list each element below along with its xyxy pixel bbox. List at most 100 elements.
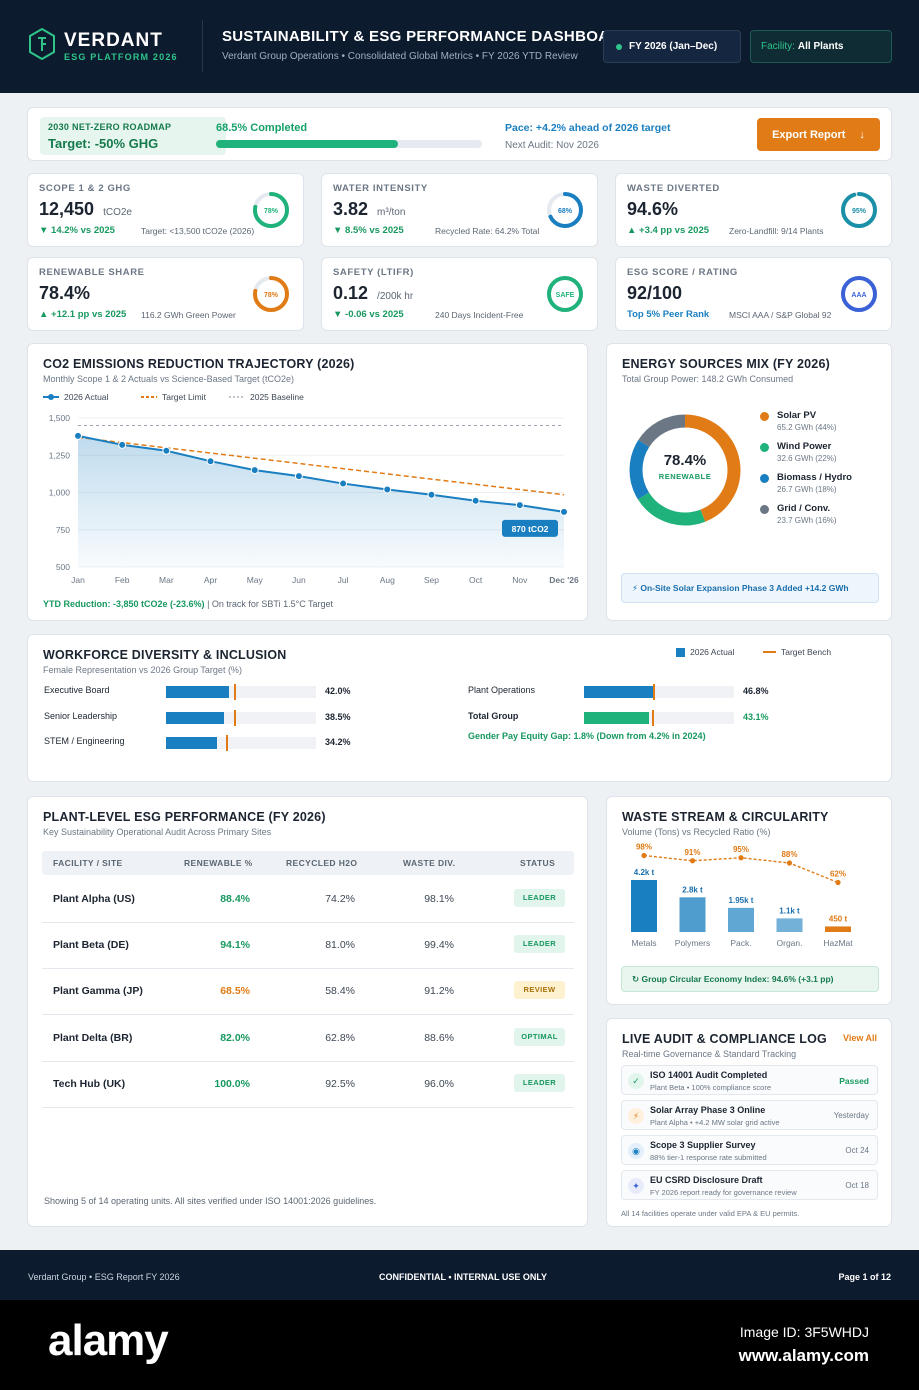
kpi-card[interactable]: WATER INTENSITY 3.82 m³/ton ▼ 8.5% vs 2025 R… — [321, 173, 598, 247]
actual-data-point[interactable] — [294, 472, 303, 481]
recycled-ratio-point[interactable] — [835, 879, 841, 886]
audit-log-item[interactable]: ✓ ISO 14001 Audit Completed Plant Beta • 1… — [621, 1065, 878, 1095]
plants-subtitle: Key Sustainability Operational Audit Acr… — [43, 827, 272, 837]
waste-volume-bar[interactable] — [776, 918, 803, 932]
actual-data-point[interactable] — [560, 507, 568, 516]
view-all-link[interactable]: View All — [842, 1033, 877, 1043]
actual-data-point[interactable] — [515, 501, 524, 510]
actual-data-point[interactable] — [74, 431, 82, 440]
kpi-card[interactable]: RENEWABLE SHARE 78.4% ▲ +12.1 pp vs 2025 11… — [27, 257, 304, 331]
audit-item-title: Scope 3 Supplier Survey — [650, 1140, 756, 1150]
actual-data-point[interactable] — [206, 457, 215, 466]
kpi-delta: ▲ +12.1 pp vs 2025 — [39, 309, 127, 320]
export-report-button[interactable]: Export Report ↓ — [757, 118, 880, 151]
energy-donut-chart — [629, 414, 741, 526]
donut-slice[interactable] — [629, 414, 741, 526]
workforce-bar-fill[interactable] — [166, 686, 229, 698]
facility-selector[interactable]: Facility: All Plants — [750, 30, 892, 63]
waste-category-label: Pack. — [730, 938, 751, 948]
page-title: SUSTAINABILITY & ESG PERFORMANCE DASHBOA… — [222, 28, 606, 45]
workforce-bar-fill[interactable] — [584, 686, 655, 698]
workforce-row-value: 43.1% — [743, 711, 769, 722]
legend-workforce-target-label: Target Bench — [781, 647, 832, 657]
workforce-bar-track — [584, 709, 734, 726]
audit-log-item[interactable]: ✦ EU CSRD Disclosure Draft FY 2026 report … — [621, 1170, 878, 1200]
waste-volume-bar[interactable] — [679, 897, 706, 932]
donut-slice[interactable] — [629, 414, 741, 526]
roadmap-label: 2030 NET-ZERO ROADMAP — [48, 122, 172, 132]
kpi-delta: ▼ -0.06 vs 2025 — [333, 309, 404, 320]
recycled-ratio-point[interactable] — [738, 855, 744, 861]
status-badge: LEADER — [514, 889, 565, 907]
y-tick-label: 500 — [56, 562, 70, 572]
table-row[interactable]: Plant Delta (BR) 82.0% 62.8% 88.6% OPTIMAL — [42, 1016, 574, 1062]
recycled-ratio-point[interactable] — [786, 860, 793, 866]
recycled-ratio-point[interactable] — [641, 852, 647, 859]
actual-data-point[interactable] — [427, 490, 436, 499]
bolt-icon: ⚡ — [628, 1108, 644, 1124]
status-badge: LEADER — [514, 935, 565, 954]
page-subtitle: Verdant Group Operations • Consolidated … — [222, 51, 578, 62]
kpi-label: WATER INTENSITY — [333, 183, 428, 194]
table-row[interactable]: Plant Gamma (JP) 68.5% 58.4% 91.2% REVIEW — [42, 969, 574, 1016]
kpi-note: 116.2 GWh Green Power — [141, 310, 236, 320]
y-tick-label: 1,500 — [49, 413, 71, 423]
table-row[interactable]: Plant Beta (DE) 94.1% 81.0% 99.4% LEADER — [42, 923, 574, 970]
kpi-card[interactable]: WASTE DIVERTED 94.6% ▲ +3.4 pp vs 2025 Zero… — [615, 173, 892, 247]
actual-data-point[interactable] — [471, 496, 480, 505]
workforce-row-label: STEM / Engineering — [44, 736, 125, 746]
co2-chart-subtitle: Monthly Scope 1 & 2 Actuals vs Science-B… — [43, 374, 294, 384]
ring-fill — [253, 276, 289, 312]
legend-actual-label: 2026 Actual — [64, 392, 109, 402]
workforce-row-label: Total Group — [468, 710, 519, 721]
brand-name: VERDANT — [64, 30, 163, 51]
recycled-water-value: 58.4% — [325, 985, 355, 998]
audit-log-item[interactable]: ⚡ Solar Array Phase 3 Online Plant Alpha •… — [621, 1100, 878, 1130]
waste-volume-bar[interactable] — [825, 926, 851, 932]
table-row[interactable]: Tech Hub (UK) 100.0% 92.5% 96.0% LEADER — [42, 1062, 574, 1108]
kpi-value-number: 78.4% — [39, 283, 91, 303]
period-selector[interactable]: FY 2026 (Jan–Dec) — [603, 30, 741, 63]
energy-legend-item: Grid / Conv. 23.7 GWh (16%) — [760, 503, 837, 525]
actual-data-point[interactable] — [118, 440, 127, 449]
kpi-label: WASTE DIVERTED — [627, 183, 720, 194]
kpi-card[interactable]: SCOPE 1 & 2 GHG 12,450 tCO2e ▼ 14.2% vs 202… — [27, 173, 304, 247]
kpi-card[interactable]: SAFETY (LTIFR) 0.12/200k hr ▼ -0.06 vs 202… — [321, 257, 598, 331]
page-footer: Verdant Group • ESG Report FY 2026 CONFI… — [0, 1250, 919, 1300]
footer-left: Verdant Group • ESG Report FY 2026 — [28, 1272, 180, 1282]
donut-slice[interactable] — [629, 414, 741, 526]
audit-item-meta: Yesterday — [833, 1111, 869, 1120]
legend-dot-icon — [760, 474, 769, 483]
table-row[interactable]: Plant Alpha (US) 88.4% 74.2% 98.1% LEADER — [42, 877, 574, 923]
kpi-card[interactable]: ESG SCORE / RATING 92/100 Top 5% Peer Rank… — [615, 257, 892, 331]
waste-volume-bar[interactable] — [631, 880, 657, 932]
x-tick-label: Apr — [204, 575, 217, 585]
audit-item-title: ISO 14001 Audit Completed — [650, 1070, 768, 1080]
actual-data-point[interactable] — [162, 446, 171, 455]
net-zero-roadmap-card: 2030 NET-ZERO ROADMAP Target: -50% GHG 6… — [27, 107, 892, 161]
kpi-unit: /200k hr — [377, 291, 414, 302]
workforce-bar-fill[interactable] — [166, 737, 218, 749]
workforce-bar-track — [166, 735, 316, 751]
actual-data-point[interactable] — [339, 479, 348, 488]
workforce-target-marker — [226, 735, 228, 751]
audit-log-item[interactable]: ◉ Scope 3 Supplier Survey 88% tier-1 respo… — [621, 1135, 878, 1165]
status-badge: LEADER — [514, 1073, 565, 1092]
waste-volume-bar[interactable] — [728, 907, 754, 932]
ring-label: SAFE — [556, 292, 575, 299]
col-facility: FACILITY / SITE — [53, 858, 123, 868]
actual-data-point[interactable] — [383, 485, 392, 494]
workforce-row-label: Plant Operations — [468, 685, 536, 695]
recycled-ratio-point[interactable] — [689, 858, 696, 864]
legend-workforce-actual-label: 2026 Actual — [690, 647, 735, 657]
recycled-ratio-label: 98% — [636, 843, 652, 852]
legend-square-icon — [676, 647, 685, 657]
waste-volume-label: 1.1k t — [779, 906, 800, 915]
energy-mix-title: ENERGY SOURCES MIX (FY 2026) — [622, 357, 830, 371]
audit-title: LIVE AUDIT & COMPLIANCE LOG — [622, 1032, 827, 1046]
workforce-bar-fill[interactable] — [584, 711, 649, 724]
kpi-label: SCOPE 1 & 2 GHG — [39, 183, 131, 194]
kpi-note: Zero-Landfill: 9/14 Plants — [729, 226, 824, 236]
actual-data-point[interactable] — [250, 466, 259, 475]
workforce-bar-fill[interactable] — [166, 711, 224, 724]
